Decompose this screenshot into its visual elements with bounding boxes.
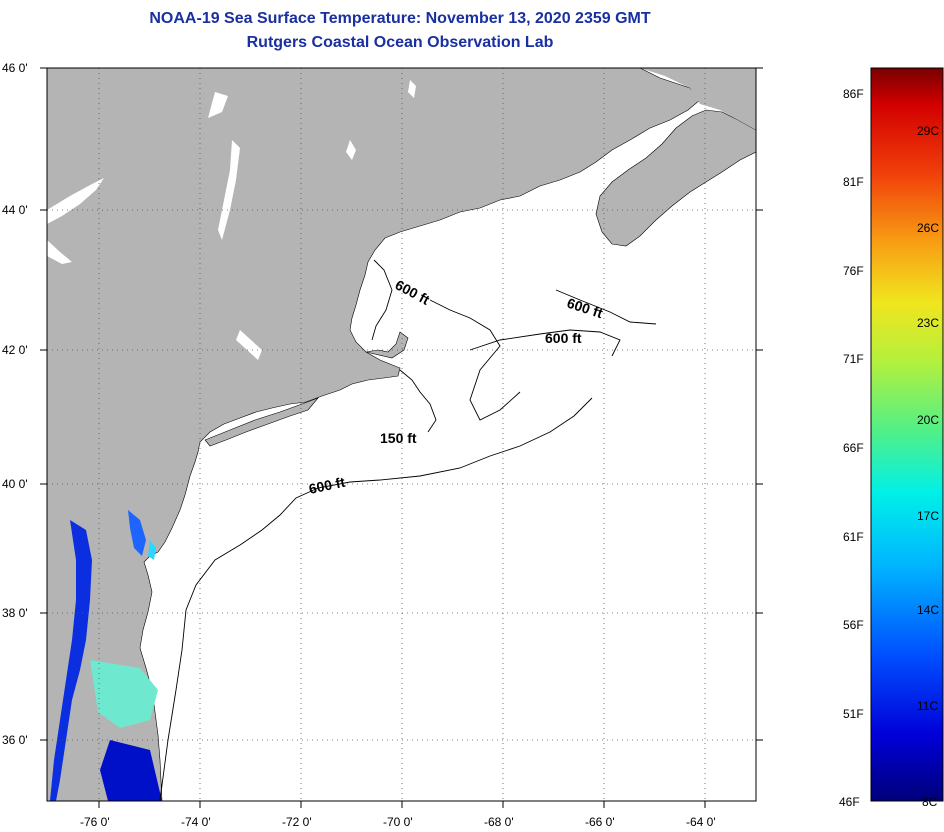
lon-label-66: -66 0' (585, 815, 615, 829)
contour-label-3: 600 ft (545, 330, 582, 346)
cb-f-66: 66F (843, 441, 864, 455)
lake-1 (208, 92, 228, 118)
lake-3 (47, 178, 104, 224)
map-subtitle: Rutgers Coastal Ocean Observation Lab (246, 34, 554, 51)
graticule (47, 68, 756, 801)
contour-east-line (555, 289, 657, 325)
lon-label-64: -64 0' (686, 815, 716, 829)
cb-c-20: 20C (917, 413, 939, 427)
colorbar (870, 67, 944, 802)
lon-label-70: -70 0' (383, 815, 413, 829)
shore-warm-patch (148, 540, 156, 560)
lake-5 (408, 80, 416, 98)
land-new-brunswick (640, 68, 756, 130)
bathymetry-contours (159, 259, 657, 801)
cb-f-56: 56F (843, 618, 864, 632)
contour-gulf-line (371, 259, 393, 341)
colorbar-f-labels: 86F 81F 76F 71F 66F 61F 56F 51F 46F (839, 87, 864, 809)
contour-shelf-break-line (159, 397, 593, 801)
cb-c-29: 29C (917, 124, 939, 138)
colorbar-c-labels: 29C 26C 23C 20C 17C 14C 11C 8C (917, 124, 939, 809)
pamlico-sound (100, 740, 162, 801)
delaware-bay (128, 510, 146, 556)
lake-2 (218, 140, 240, 240)
lat-label-38: 38 0' (2, 606, 28, 620)
cb-c-17: 17C (917, 509, 939, 523)
cb-f-76: 76F (843, 264, 864, 278)
land-mainland (47, 68, 701, 801)
cb-f-51: 51F (843, 707, 864, 721)
cb-c-23: 23C (917, 316, 939, 330)
lake-6 (346, 140, 356, 160)
lat-label-36: 36 0' (2, 733, 28, 747)
cb-c-26: 26C (917, 221, 939, 235)
cb-c-14: 14C (917, 603, 939, 617)
contour-basin-line (429, 299, 521, 421)
landmass-layer (47, 68, 756, 801)
contour-150-line (399, 369, 437, 433)
map-ticks (40, 67, 763, 808)
land-nova-scotia (595, 109, 756, 247)
contour-georges-line (469, 329, 621, 357)
lat-label-46: 46 0' (2, 61, 28, 75)
cb-f-61: 61F (843, 530, 864, 544)
land-cape-cod (365, 331, 409, 359)
lon-label-76: -76 0' (80, 815, 110, 829)
lon-label-74: -74 0' (181, 815, 211, 829)
map-title: NOAA-19 Sea Surface Temperature: Novembe… (149, 10, 651, 27)
contour-label-5: 600 ft (307, 474, 346, 497)
cb-f-71: 71F (843, 352, 864, 366)
lon-label-68: -68 0' (484, 815, 514, 829)
chesapeake-warm (90, 660, 158, 728)
cb-c-8: 8C (922, 795, 938, 809)
land-long-island (204, 397, 319, 447)
lat-label-44: 44 0' (2, 203, 28, 217)
lat-label-42: 42 0' (2, 343, 28, 357)
cb-f-81: 81F (843, 175, 864, 189)
cb-c-11: 11C (917, 699, 938, 713)
lake-7 (236, 330, 262, 360)
lon-label-72: -72 0' (282, 815, 312, 829)
cb-f-86: 86F (843, 87, 864, 101)
contour-label-4: 150 ft (380, 430, 417, 446)
lake-4 (47, 240, 72, 264)
cb-f-46: 46F (839, 795, 860, 809)
lat-label-40: 40 0' (2, 477, 28, 491)
chesapeake-bay (50, 520, 92, 801)
